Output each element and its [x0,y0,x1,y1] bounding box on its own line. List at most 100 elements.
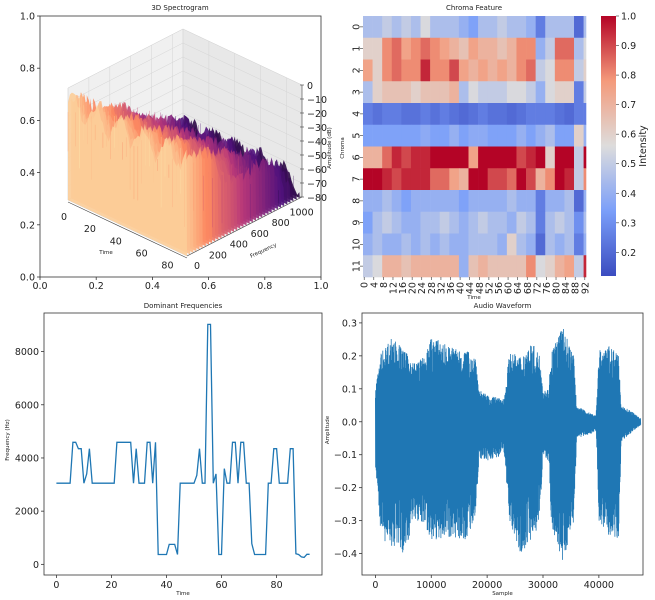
heatmap-cell [574,81,584,104]
heatmap-cell [372,233,383,256]
y-tick-label: 2 [352,67,363,73]
heatmap-cell [420,190,431,213]
heatmap-cell [574,37,584,60]
heatmap-cell [535,16,546,39]
heatmap-cell [420,255,431,278]
heatmap-cell [449,59,460,82]
heatmap-cell [410,211,421,234]
heatmap-cell [487,124,498,147]
x-tick-label: 24 [417,282,428,294]
heatmap-cell [363,124,373,147]
heatmap-cell [487,168,498,191]
heatmap-cell [468,59,479,82]
y-tick-label: 1 [352,46,363,52]
heatmap-cell [372,59,383,82]
heatmap-cell [516,255,527,278]
heatmap-cell [372,103,383,126]
amplitude-tick-label: −70 [307,179,327,190]
y-tick-label: 8 [352,198,363,204]
colorbar-tick-label: 0.5 [621,159,636,170]
heatmap-cell [382,211,393,234]
heatmap-cell [583,211,587,234]
heatmap-cell [401,59,412,82]
x-tick-label: 84 [561,282,572,294]
heatmap-cell [487,59,498,82]
heatmap-cell [497,59,508,82]
heatmap-cell [372,81,383,104]
heatmap-cell [545,124,556,147]
y-tick-label: 0 [33,560,39,571]
grid-line [67,28,303,89]
heatmap-cell [458,103,469,126]
heatmap-cell [497,190,508,213]
heatmap-cell [545,146,556,169]
heatmap-cell [439,124,450,147]
heatmap-cell [449,16,460,39]
heatmap-cell [391,59,402,82]
y-tick-label: 3 [352,89,363,95]
outer-y-tick-label: 0.6 [20,116,35,127]
heatmap-cell [545,190,556,213]
heatmap-cell [430,146,441,169]
x-tick-label: 52 [484,282,495,294]
heatmap-cell [506,233,517,256]
heatmap-cell [516,168,527,191]
heatmap-cell [372,190,383,213]
heatmap-cell [468,255,479,278]
heatmap-cell [516,124,527,147]
colorbar-label: Intensity [638,125,649,167]
heatmap-cell [449,37,460,60]
axes-frame [43,312,323,576]
heatmap-cell [526,255,536,278]
heatmap-cell [449,81,460,104]
heatmap-cell [468,211,479,234]
heatmap-cell [554,233,565,256]
heatmap-cell [526,190,536,213]
heatmap-cell [363,211,373,234]
x-tick-label: 88 [571,282,582,294]
x-tick-label: 0 [53,580,59,591]
heatmap-cell [535,37,546,60]
heatmap-cell [564,37,575,60]
heatmap-cell [372,255,383,278]
heatmap-cell [420,16,431,39]
heatmap-cell [516,146,527,169]
heatmap-cell [487,255,498,278]
heatmap-cell [430,233,441,256]
heatmap-cell [564,103,575,126]
heatmap-cell [487,190,498,213]
heatmap-cell [382,233,393,256]
heatmap-cell [382,81,393,104]
heatmap-cell [554,255,565,278]
heatmap-cell [468,103,479,126]
y-axis-label: Chroma [340,137,346,159]
heatmap-cell [506,190,517,213]
heatmap-cell [497,146,508,169]
colorbar-tick-label: 0.8 [621,71,636,82]
x-tick-label: 92 [580,282,591,294]
heatmap-cell [497,168,508,191]
heatmap-cell [554,124,565,147]
outer-y-tick-label: 0.2 [20,220,35,231]
heatmap-cell [497,255,508,278]
heatmap-cell [468,190,479,213]
heatmap-cell [401,168,412,191]
heatmap-cell [535,190,546,213]
heatmap-cell [583,233,587,256]
outer-y-tick-label: 0.4 [20,168,35,179]
heatmap-cell [439,103,450,126]
waveform-series-line [374,328,642,560]
time-tick-label: 80 [161,261,173,272]
heatmap-cell [583,81,587,104]
heatmap-cell [554,168,565,191]
heatmap-cell [545,81,556,104]
y-tick-label: −0.1 [334,450,357,461]
y-tick-label: 2000 [15,507,39,518]
heatmap-cell [382,168,393,191]
heatmap-cell [574,255,584,278]
x-tick-label: 20000 [472,580,502,591]
heatmap-cell [401,124,412,147]
heatmap-cell [497,81,508,104]
x-tick-label: 40000 [584,580,614,591]
amplitude-tick-label: −50 [307,151,327,162]
